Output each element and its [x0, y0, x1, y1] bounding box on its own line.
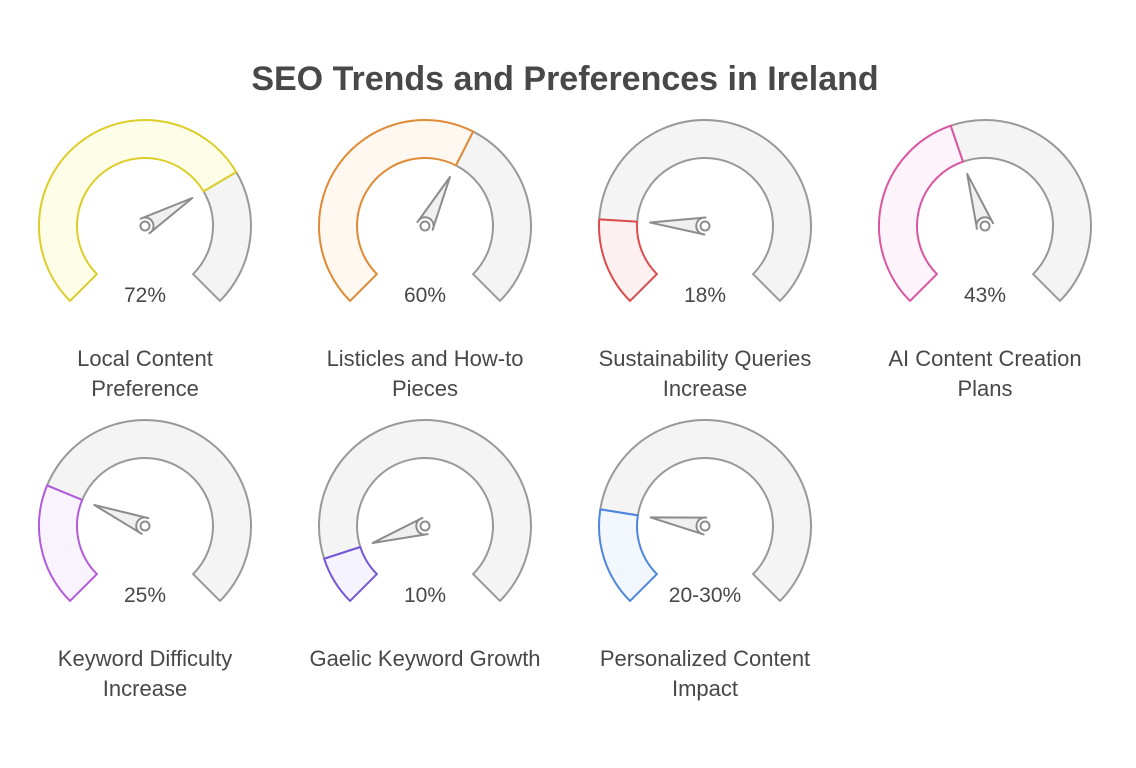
gauge-needle-hub — [699, 220, 711, 232]
gauge-track — [949, 119, 1092, 302]
gauge-value-label: 60% — [404, 284, 446, 307]
gauge-7: 20-30% Personalized Content Impact — [565, 419, 845, 720]
gauge-category-label: AI Content Creation Plans — [888, 346, 1082, 401]
gauge-value-label: 18% — [684, 284, 726, 307]
gauge-1: 72% Local Content Preference — [5, 118, 285, 420]
gauge-needle-hub — [699, 520, 711, 532]
gauge-category-label: Listicles and How-to Pieces — [326, 346, 524, 401]
gauge-value-label: 43% — [964, 284, 1006, 307]
gauge-3: 18% Sustainability Queries Increase — [565, 119, 845, 420]
gauge-needle — [649, 216, 707, 236]
chart-title: SEO Trends and Preferences in Ireland — [251, 60, 879, 98]
gauge-needle-hub — [979, 220, 991, 232]
gauge-track — [46, 419, 252, 602]
gauge-dial: 43% — [878, 119, 1092, 307]
gauge-dial: 72% — [38, 118, 252, 307]
gauge-dial: 18% — [598, 119, 812, 307]
gauge-5: 25% Keyword Difficulty Increase — [5, 419, 285, 720]
gauge-needle — [416, 175, 451, 231]
gauge-needle-hub — [139, 220, 151, 232]
gauge-value-arc — [318, 119, 475, 302]
gauge-track — [318, 419, 532, 602]
gauge-value-label: 25% — [124, 584, 166, 607]
gauge-dial: 25% — [38, 419, 252, 607]
gauge-category-label: Personalized Content Impact — [599, 646, 811, 701]
gauge-needle-hub — [419, 220, 431, 232]
gauge-category-label: Gaelic Keyword Growth — [309, 646, 541, 671]
gauge-needle — [649, 516, 708, 536]
gauge-needle — [966, 172, 995, 230]
gauge-category-label: Sustainability Queries Increase — [598, 346, 812, 401]
gauge-category-label: Local Content Preference — [77, 346, 213, 401]
gauge-value-label: 72% — [124, 284, 166, 307]
gauge-track — [599, 419, 812, 602]
gauge-value-label: 20-30% — [669, 584, 741, 607]
gauge-dial: 60% — [318, 119, 532, 307]
gauge-dial: 10% — [318, 419, 532, 607]
gauge-value-arc — [598, 508, 658, 602]
gauge-needle — [371, 516, 429, 544]
gauge-needle — [139, 197, 194, 235]
gauge-value-arc — [323, 546, 378, 602]
gauge-track — [454, 130, 532, 302]
gauge-value-arc — [878, 124, 964, 302]
gauge-track — [192, 171, 252, 302]
gauge-value-arc — [598, 218, 658, 302]
gauge-value-arc — [38, 484, 98, 602]
gauge-track — [598, 119, 812, 302]
gauge-needle-hub — [419, 520, 431, 532]
gauge-dial: 20-30% — [598, 419, 812, 607]
gauge-6: 10% Gaelic Keyword Growth — [285, 419, 565, 720]
gauge-needle-hub — [139, 520, 151, 532]
gauge-value-label: 10% — [404, 584, 446, 607]
gauge-4: 43% AI Content Creation Plans — [845, 119, 1125, 420]
gauge-value-arc — [38, 118, 238, 302]
gauge-category-label: Keyword Difficulty Increase — [57, 646, 233, 701]
gauge-2: 60% Listicles and How-to Pieces — [285, 119, 565, 420]
gauge-needle — [93, 503, 150, 535]
